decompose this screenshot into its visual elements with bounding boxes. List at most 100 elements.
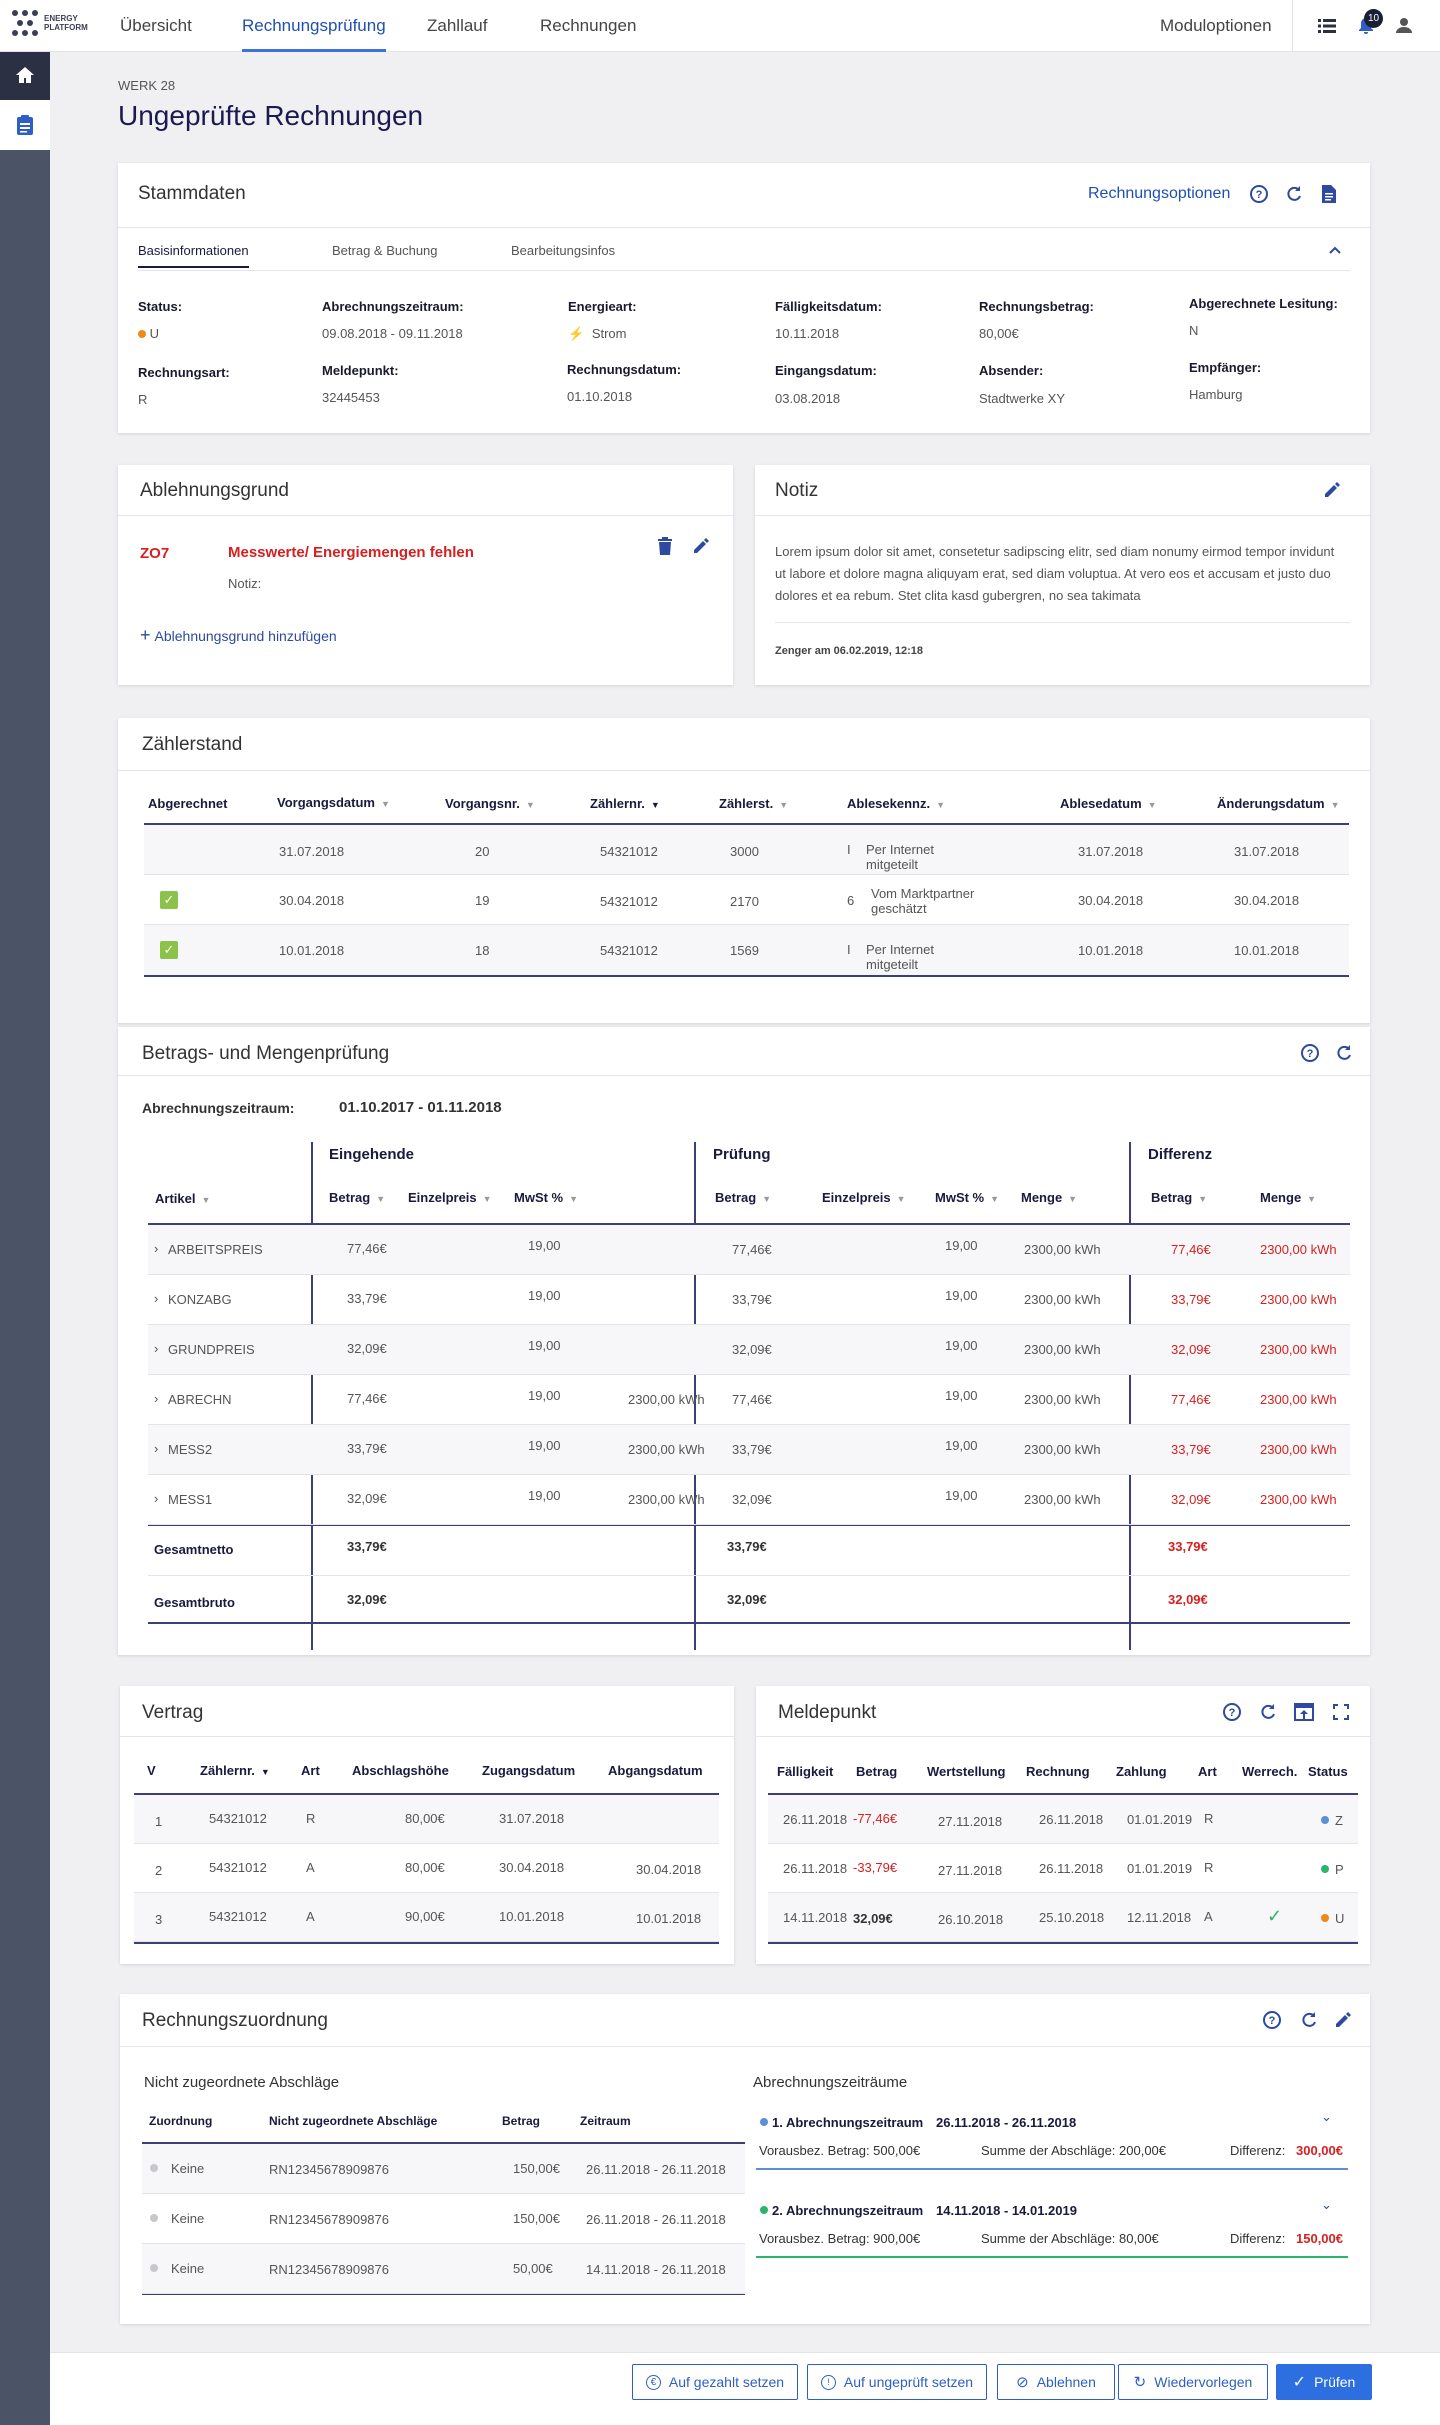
col-nicht-zugeordnete-abschlaege[interactable]: Nicht zugeordnete Abschläge <box>269 2114 438 2128</box>
col-faelligkeit[interactable]: Fälligkeit <box>777 1764 834 1779</box>
col-vorgangsdatum[interactable]: Vorgangsdatum ▼ <box>277 795 390 810</box>
col-d-betrag[interactable]: Betrag ▼ <box>1151 1190 1208 1205</box>
refresh-icon[interactable] <box>1259 1703 1277 1721</box>
document-icon[interactable] <box>1318 183 1340 205</box>
set-paid-button[interactable]: € Auf gezahlt setzen <box>632 2364 798 2400</box>
collapse-chevron-icon[interactable] <box>1328 245 1342 255</box>
user-account-icon[interactable] <box>1395 16 1413 37</box>
col-betrag[interactable]: Betrag <box>502 2114 541 2128</box>
col-art[interactable]: Art <box>301 1763 320 1778</box>
col-e-mwst[interactable]: MwSt % ▼ <box>514 1190 579 1205</box>
col-vorgangsnr[interactable]: Vorgangsnr. ▼ <box>445 796 535 811</box>
col-p-mwst[interactable]: MwSt % ▼ <box>935 1190 1000 1205</box>
table-row[interactable]: 31.07.2018 20 54321012 3000 I Per Intern… <box>144 825 1349 875</box>
expand-chevron-icon[interactable]: › <box>154 1441 159 1456</box>
billing-period[interactable]: 1. Abrechnungszeitraum 26.11.2018 - 26.11… <box>756 2109 1348 2171</box>
table-row[interactable]: 2 54321012 A 80,00€ 30.04.2018 30.04.2018 <box>134 1844 719 1893</box>
table-row[interactable]: 26.11.2018 -77,46€ 27.11.2018 26.11.2018 01.… <box>768 1795 1358 1844</box>
refresh-icon[interactable] <box>1300 2011 1318 2029</box>
table-row[interactable]: › ABRECHN 77,46€ 19,00 2300,00 kWh 77,46€ 19,0… <box>148 1375 1350 1425</box>
sidebar-home[interactable] <box>0 52 50 100</box>
table-row[interactable]: Keine RN12345678909876 150,00€ 26.11.2018 -… <box>142 2194 745 2244</box>
col-d-menge[interactable]: Menge ▼ <box>1260 1190 1317 1205</box>
col-e-einzelpreis[interactable]: Einzelpreis ▼ <box>408 1190 492 1205</box>
expand-chevron-icon[interactable]: › <box>154 1391 159 1406</box>
edit-pencil-icon[interactable] <box>1334 2011 1352 2029</box>
help-icon[interactable]: ? <box>1222 1702 1242 1722</box>
resubmit-button[interactable]: ↻ Wiedervorlegen <box>1118 2364 1268 2400</box>
expand-chevron-icon[interactable]: › <box>154 1291 159 1306</box>
col-art[interactable]: Art <box>1198 1764 1217 1779</box>
table-row[interactable]: › KONZABG 33,79€ 19,00 33,79€ 19,00 2300,00 kW… <box>148 1275 1350 1325</box>
col-abgerechnet[interactable]: Abgerechnet <box>148 796 228 811</box>
table-row[interactable]: 14.11.2018 32,09€ 26.10.2018 25.10.2018 12.1… <box>768 1893 1358 1942</box>
col-e-betrag[interactable]: Betrag ▼ <box>329 1190 386 1205</box>
tab-rechnungen[interactable]: Rechnungen <box>540 16 637 35</box>
tab-basisinformationen[interactable]: Basisinformationen <box>138 243 249 268</box>
table-row[interactable]: 26.11.2018 -33,79€ 27.11.2018 26.11.2018 01.… <box>768 1844 1358 1893</box>
reject-button[interactable]: ⊘ Ablehnen <box>997 2364 1115 2400</box>
sidebar-invoices[interactable] <box>0 100 50 150</box>
expand-chevron-icon[interactable]: › <box>154 1341 159 1356</box>
tab-rechnungspruefung[interactable]: Rechnungsprüfung <box>242 0 386 52</box>
col-v[interactable]: V <box>147 1763 156 1778</box>
col-ablesekennz[interactable]: Ablesekennz. ▼ <box>847 796 946 811</box>
col-p-betrag[interactable]: Betrag ▼ <box>715 1190 772 1205</box>
table-row[interactable]: › MESS2 33,79€ 19,00 2300,00 kWh 33,79€ 19,00 2… <box>148 1425 1350 1475</box>
list-view-icon[interactable] <box>1318 18 1336 37</box>
expand-chevron-icon[interactable]: › <box>154 1241 159 1256</box>
expand-chevron-icon[interactable]: › <box>154 1491 159 1506</box>
table-row[interactable]: › GRUNDPREIS 32,09€ 19,00 32,09€ 19,00 2300,00… <box>148 1325 1350 1375</box>
help-icon[interactable]: ? <box>1262 2010 1282 2030</box>
col-artikel[interactable]: Artikel ▼ <box>155 1191 211 1206</box>
open-in-window-icon[interactable] <box>1294 1703 1314 1721</box>
refresh-icon[interactable] <box>1283 183 1305 205</box>
pruefen-button[interactable]: ✓ Prüfen <box>1276 2364 1372 2400</box>
fullscreen-icon[interactable] <box>1333 1704 1349 1720</box>
col-zaehlernr[interactable]: Zählernr. ▼ <box>200 1763 270 1778</box>
table-row[interactable]: 3 54321012 A 90,00€ 10.01.2018 10.01.2018 <box>134 1893 719 1942</box>
col-zaehlerstand[interactable]: Zählerst. ▼ <box>719 796 789 811</box>
col-ablesedatum[interactable]: Ablesedatum ▼ <box>1060 796 1157 811</box>
table-row[interactable]: ✓ 30.04.2018 19 54321012 2170 6 Vom Mark… <box>144 875 1349 925</box>
expand-chevron-icon[interactable]: ⌄ <box>1321 2109 1332 2124</box>
col-betrag[interactable]: Betrag <box>856 1764 898 1779</box>
table-row[interactable]: Keine RN12345678909876 150,00€ 26.11.2018 -… <box>142 2144 745 2194</box>
col-zuordnung[interactable]: Zuordnung <box>149 2114 213 2128</box>
trash-icon[interactable] <box>658 537 672 555</box>
col-p-einzelpreis[interactable]: Einzelpreis ▼ <box>822 1190 906 1205</box>
col-abschlagshoehe[interactable]: Abschlagshöhe <box>352 1763 449 1778</box>
tab-uebersicht[interactable]: Übersicht <box>120 16 192 35</box>
expand-chevron-icon[interactable]: ⌄ <box>1321 2197 1332 2212</box>
col-zugangsdatum[interactable]: Zugangsdatum <box>482 1763 576 1778</box>
energy-platform-logo[interactable]: ENERGY PLATFORM <box>12 10 88 36</box>
help-icon[interactable]: ? <box>1300 1043 1320 1063</box>
refresh-icon[interactable] <box>1335 1044 1353 1062</box>
col-status[interactable]: Status <box>1308 1764 1348 1779</box>
checked-checkbox-icon[interactable]: ✓ <box>160 891 178 909</box>
col-werrech[interactable]: Werrech. <box>1242 1764 1298 1779</box>
col-abgangsdatum[interactable]: Abgangsdatum <box>608 1763 703 1778</box>
tab-bearbeitungsinfos[interactable]: Bearbeitungsinfos <box>511 243 616 258</box>
tab-zahllauf[interactable]: Zahllauf <box>427 16 488 35</box>
col-p-menge[interactable]: Menge ▼ <box>1021 1190 1078 1205</box>
col-wertstellung[interactable]: Wertstellung <box>927 1764 1006 1779</box>
rechnungsoptionen-link[interactable]: Rechnungsoptionen <box>1088 185 1231 202</box>
col-aenderungsdatum[interactable]: Änderungsdatum ▼ <box>1217 796 1340 811</box>
billing-period[interactable]: 2. Abrechnungszeitraum 14.11.2018 - 14.01… <box>756 2197 1348 2259</box>
table-row[interactable]: › MESS1 32,09€ 19,00 2300,00 kWh 32,09€ 19,00 2… <box>148 1475 1350 1525</box>
col-zahlung[interactable]: Zahlung <box>1116 1764 1167 1779</box>
set-unchecked-button[interactable]: ! Auf ungeprüft setzen <box>807 2364 987 2400</box>
add-rejection-reason-link[interactable]: + Ablehnungsgrund hinzufügen <box>140 625 337 645</box>
module-options-link[interactable]: Moduloptionen <box>1160 16 1272 35</box>
checked-checkbox-icon[interactable]: ✓ <box>160 941 178 959</box>
table-row[interactable]: 1 54321012 R 80,00€ 31.07.2018 <box>134 1795 719 1844</box>
col-zaehlernr[interactable]: Zählernr. ▼ <box>590 796 660 811</box>
edit-pencil-icon[interactable] <box>692 537 710 555</box>
table-row[interactable]: › ARBEITSPREIS 77,46€ 19,00 77,46€ 19,00 2300,… <box>148 1225 1350 1275</box>
help-icon[interactable]: ? <box>1248 183 1270 205</box>
tab-betrag-buchung[interactable]: Betrag & Buchung <box>332 243 438 258</box>
col-zeitraum[interactable]: Zeitraum <box>580 2114 631 2128</box>
col-rechnung[interactable]: Rechnung <box>1026 1764 1090 1779</box>
edit-note-icon[interactable] <box>1323 481 1341 499</box>
